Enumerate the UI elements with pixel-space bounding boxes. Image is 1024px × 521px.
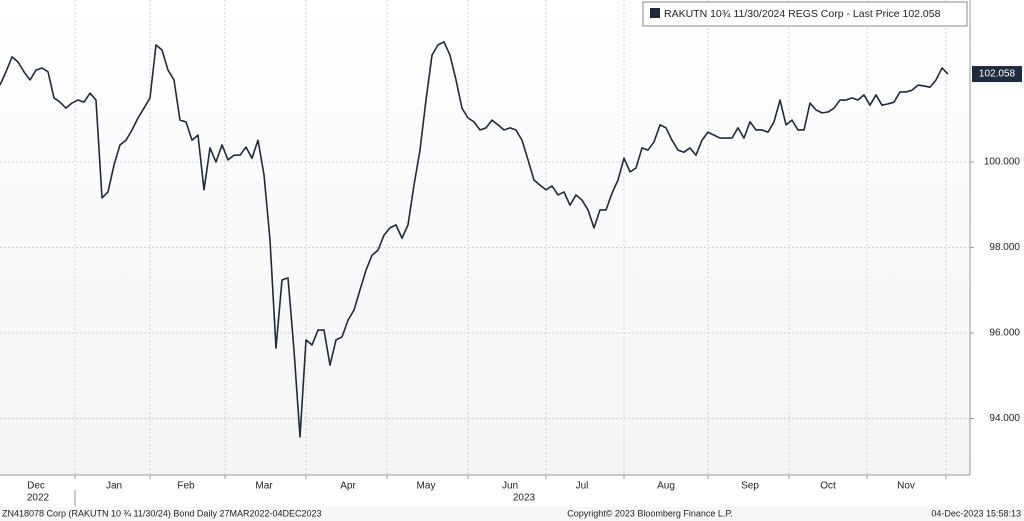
last-price-box <box>972 66 1022 83</box>
x-tick-label: Jun <box>502 481 518 492</box>
x-tick-label: May <box>417 481 436 492</box>
y-tick-label: 94.000 <box>989 413 1020 424</box>
year-label: 2022 <box>27 493 50 504</box>
footer-center: Copyright© 2023 Bloomberg Finance L.P. <box>567 508 733 518</box>
legend-box <box>642 1 968 27</box>
x-tick-label: Mar <box>255 481 273 492</box>
legend-swatch <box>650 8 660 18</box>
legend-label: RAKUTN 10¾ 11/30/2024 REGS Corp - Last P… <box>664 8 941 20</box>
x-tick-label: Nov <box>897 481 915 492</box>
x-tick-label: Apr <box>340 481 356 492</box>
year-label: 2023 <box>513 493 536 504</box>
x-tick-label: Dec <box>27 481 45 492</box>
x-tick-label: Jul <box>576 481 589 492</box>
last-price-label: 102.058 <box>979 69 1016 80</box>
footer-bar <box>0 507 1024 521</box>
footer-right: 04-Dec-2023 15:58:13 <box>931 508 1021 518</box>
price-line <box>0 41 949 438</box>
y-tick-label: 98.000 <box>989 242 1020 253</box>
x-tick-label: Jan <box>106 481 122 492</box>
x-tick-label: Aug <box>657 481 675 492</box>
footer-left: ZN418078 Corp (RAKUTN 10 ¾ 11/30/24) Bon… <box>2 508 322 518</box>
y-tick-label: 100.000 <box>984 157 1021 168</box>
plot-area <box>0 0 970 475</box>
y-tick-label: 96.000 <box>989 328 1020 339</box>
x-tick-label: Oct <box>820 481 836 492</box>
x-tick-label: Feb <box>177 481 195 492</box>
x-tick-label: Sep <box>741 481 759 492</box>
